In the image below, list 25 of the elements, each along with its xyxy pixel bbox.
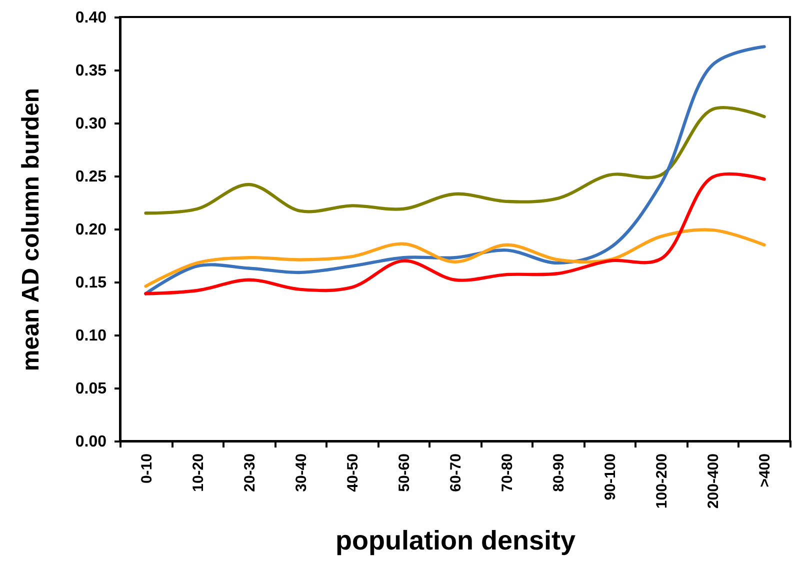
x-tick-label: 80-90 xyxy=(550,454,568,492)
x-tick-label: >400 xyxy=(756,454,774,488)
x-tick-label: 70-80 xyxy=(499,454,516,492)
y-tick-label: 0.00 xyxy=(75,434,107,450)
x-tick-label: 20-30 xyxy=(241,454,258,492)
x-tick-label: 200-400 xyxy=(705,454,722,509)
y-tick-label: 0.10 xyxy=(75,328,107,344)
y-tick-label: 0.05 xyxy=(75,380,107,398)
x-tick-label: 10-20 xyxy=(190,454,207,492)
x-tick-label: 50-60 xyxy=(396,454,413,492)
y-tick-label: 0.30 xyxy=(75,116,107,132)
y-tick-label: 0.15 xyxy=(75,274,107,292)
y-tick-label: 0.25 xyxy=(75,168,107,186)
line-series xyxy=(144,228,766,288)
x-tick-label: 90-100 xyxy=(602,454,620,500)
y-tick-label: 0.40 xyxy=(75,10,107,26)
x-tick-label: 0-10 xyxy=(138,454,156,484)
x-tick-label: 40-50 xyxy=(344,454,362,492)
x-tick-label: 60-70 xyxy=(448,454,464,492)
x-tick-label: 100-200 xyxy=(654,454,671,509)
y-axis-title: mean AD column burden xyxy=(17,88,44,372)
y-tick-label: 0.20 xyxy=(75,222,107,238)
x-tick-label: 30-40 xyxy=(292,454,310,492)
y-tick-label: 0.35 xyxy=(75,62,107,80)
x-axis-title: population density xyxy=(336,526,576,556)
